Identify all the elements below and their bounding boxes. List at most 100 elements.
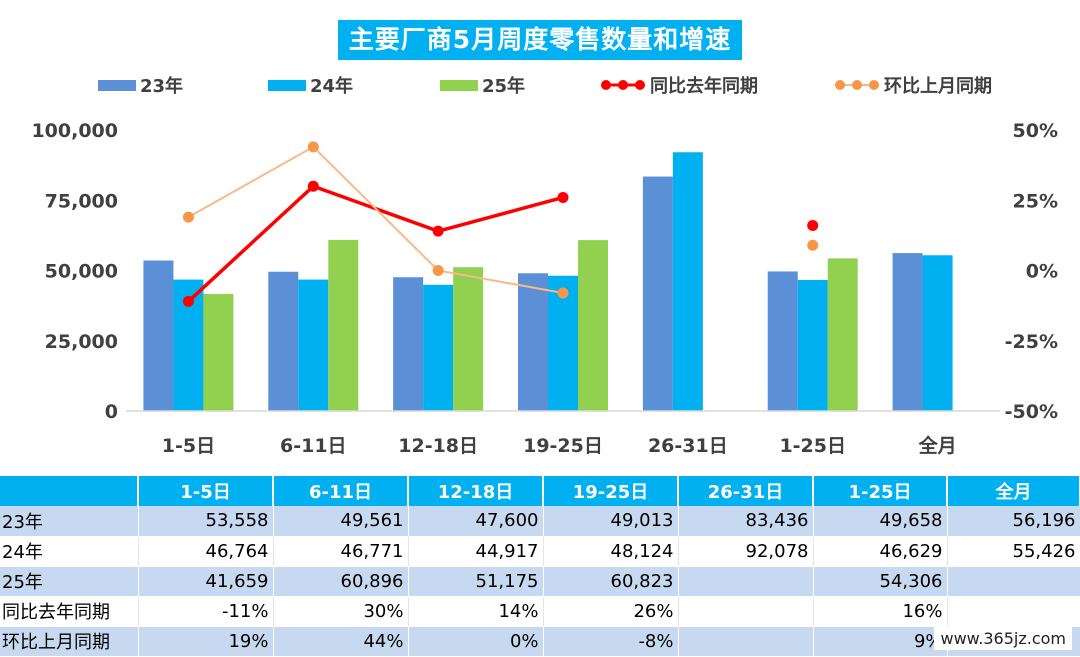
legend-marker [852,80,862,90]
legend-marker [618,80,628,90]
bar [268,272,298,411]
bar [673,152,703,411]
table-cell [947,596,1080,626]
legend-swatch [440,80,478,91]
y-left-tick-label: 25,000 [45,331,118,353]
table-header-cell: 全月 [947,476,1080,506]
bar [423,285,453,411]
x-tick-label: 19-25日 [523,435,603,457]
table-cell: -11% [138,596,273,626]
line-point [308,181,319,192]
legend-marker [601,80,611,90]
table-cell: 26% [543,596,678,626]
table-header-cell: 19-25日 [543,476,678,506]
line-point [183,296,194,307]
table-header-cell [0,476,138,506]
table-cell: 60,896 [273,566,408,596]
table-cell: 46,629 [813,536,947,566]
y-right-tick-label: 25% [1013,190,1058,212]
table-row: 同比去年同期-11%30%14%26%16% [0,596,1080,626]
table-cell: 9% [813,626,947,656]
line-point [558,192,569,203]
y-right-tick-label: -50% [1005,401,1058,423]
legend-swatch [268,80,306,91]
chart-title: 主要厂商5月周度零售数量和增速 [338,20,742,60]
x-tick-label: 全月 [918,434,957,457]
table-cell: 44% [273,626,408,656]
series-line [188,186,563,301]
x-tick-label: 6-11日 [280,435,347,457]
table-cell: 54,306 [813,566,947,596]
table-cell: 92,078 [678,536,813,566]
bar [923,255,953,411]
table-cell: 83,436 [678,506,813,536]
bar [203,294,233,411]
bar [393,277,423,411]
table-cell: 60,823 [543,566,678,596]
table-cell: 19% [138,626,273,656]
table-header-cell: 12-18日 [408,476,543,506]
table-cell: 55,426 [947,536,1080,566]
watermark: www.365jz.com [934,627,1072,650]
y-right-tick-label: 50% [1013,120,1058,142]
table-cell: 49,658 [813,506,947,536]
table-cell: 47,600 [408,506,543,536]
table-header-cell: 1-5日 [138,476,273,506]
table-cell: 46,764 [138,536,273,566]
bar [798,280,828,411]
table-cell [678,596,813,626]
table-cell: 44,917 [408,536,543,566]
row-label: 同比去年同期 [0,596,138,626]
table-cell: 30% [273,596,408,626]
line-point [807,220,818,231]
table-cell: 49,013 [543,506,678,536]
table-cell [947,566,1080,596]
y-right-tick-label: 0% [1026,261,1058,283]
table-header-cell: 1-25日 [813,476,947,506]
legend-label: 环比上月同期 [884,76,992,97]
y-left-tick-label: 0 [105,401,118,423]
line-point [433,226,444,237]
line-point [807,240,818,251]
table-cell [678,626,813,656]
legend-label: 24年 [310,75,353,97]
series-line [188,147,563,293]
table-cell: -8% [543,626,678,656]
line-point [308,141,319,152]
table-cell: 46,771 [273,536,408,566]
table-cell: 49,561 [273,506,408,536]
row-label: 24年 [0,536,138,566]
line-point [433,265,444,276]
line-point [558,287,569,298]
table-cell [678,566,813,596]
bar [643,177,673,411]
bar [298,280,328,411]
table-cell: 0% [408,626,543,656]
y-left-tick-label: 75,000 [45,190,118,212]
legend-label: 23年 [140,75,183,97]
row-label: 23年 [0,506,138,536]
table-cell: 14% [408,596,543,626]
table-cell: 41,659 [138,566,273,596]
bar [828,258,858,411]
x-tick-label: 1-25日 [779,435,846,457]
table-header-cell: 26-31日 [678,476,813,506]
legend-label: 25年 [482,75,525,97]
bar [768,271,798,411]
row-label: 25年 [0,566,138,596]
line-point [183,212,194,223]
legend-marker [835,80,845,90]
legend-marker [635,80,645,90]
x-tick-label: 26-31日 [648,435,728,457]
table-cell: 51,175 [408,566,543,596]
y-left-tick-label: 100,000 [31,120,118,142]
bar [893,253,923,411]
bar [143,261,173,411]
